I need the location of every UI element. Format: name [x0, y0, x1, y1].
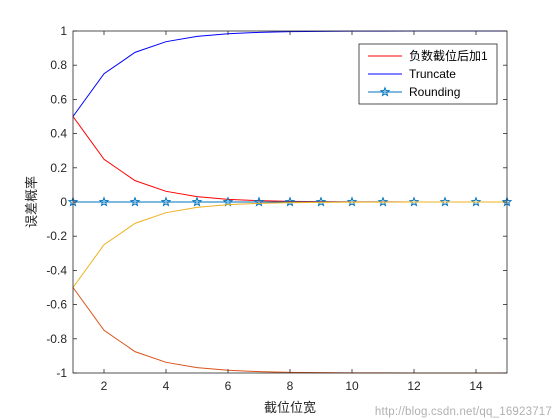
rounding-point	[470, 196, 482, 207]
rounding-point	[284, 196, 296, 207]
x-tick-label: 12	[407, 379, 421, 393]
rounding-point	[315, 196, 327, 207]
rounding-point	[129, 196, 141, 207]
rounding-point	[160, 196, 172, 207]
y-axis-label: 误差概率	[24, 176, 40, 228]
rounding-point	[191, 196, 203, 207]
x-tick-label: 2	[101, 379, 108, 393]
y-tick-label: -1	[56, 366, 67, 380]
legend-label: Rounding	[409, 85, 460, 99]
x-tick-label: 4	[163, 379, 170, 393]
x-tick-label: 6	[225, 379, 232, 393]
y-tick-label: 0.8	[50, 58, 67, 72]
y-tick-label: -0.4	[46, 263, 67, 277]
rounding-point	[222, 196, 234, 207]
y-tick-label: 0.6	[50, 92, 67, 106]
rounding-point	[377, 196, 389, 207]
y-tick-label: 0	[60, 195, 67, 209]
rounding-point	[346, 196, 358, 207]
axes-layer: 2 4 6 8 10 12 14 -1 -0.8 -0.6 -0.4 -0.2 0 0.2 0.4 0.6 0.…	[46, 24, 508, 393]
x-tick-label: 10	[345, 379, 359, 393]
rounding-point	[408, 196, 420, 207]
legend: 负数截位后加1 Truncate Rounding	[358, 43, 498, 105]
y-tick-label: -0.8	[46, 332, 67, 346]
x-axis-label: 截位位宽	[264, 400, 316, 416]
y-tick-label: -0.6	[46, 298, 67, 312]
y-tick-label: 0.2	[50, 161, 67, 175]
rounding-point	[439, 196, 451, 207]
legend-marker	[379, 86, 391, 97]
y-tick-label: -0.2	[46, 229, 67, 243]
watermark: http://blog.csdn.net/qq_16923717	[374, 406, 552, 418]
y-tick-label: 1	[60, 24, 67, 38]
series-line-3	[72, 201, 508, 288]
rounding-point	[98, 196, 110, 207]
legend-label: 负数截位后加1	[409, 48, 488, 63]
x-tick-label: 14	[469, 379, 483, 393]
y-tick-label: 0.4	[50, 127, 67, 141]
legend-label: Truncate	[409, 67, 456, 81]
x-tick-label: 8	[287, 379, 294, 393]
